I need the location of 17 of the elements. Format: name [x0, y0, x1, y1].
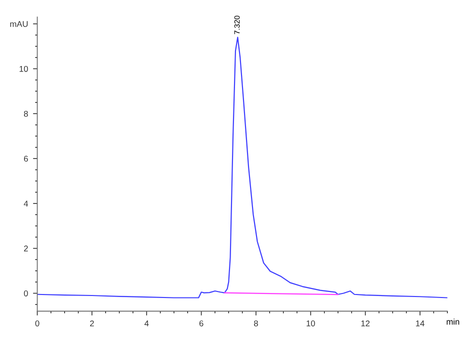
y-tick-label: 10 [20, 66, 28, 72]
x-tick-label: 8 [254, 320, 258, 326]
x-tick-label: 2 [90, 320, 94, 326]
line-series [37, 36, 448, 298]
x-tick-label: 0 [35, 320, 40, 326]
y-tick-label: 2 [24, 246, 28, 252]
y-tick-label: 8 [24, 110, 28, 117]
x-axis-title: min [446, 318, 460, 325]
y-tick-label: 6 [24, 156, 28, 162]
x-tick-label: 10 [306, 320, 315, 326]
x-tick-label: 4 [144, 320, 149, 326]
y-tick-label: 0 [24, 290, 28, 296]
x-tick-label: 12 [361, 320, 370, 326]
y-tick-label: 4 [24, 200, 28, 206]
x-tick-label: 6 [199, 320, 204, 326]
y-tick-label: mAU [10, 21, 28, 27]
x-tick-label: 14 [416, 320, 424, 326]
